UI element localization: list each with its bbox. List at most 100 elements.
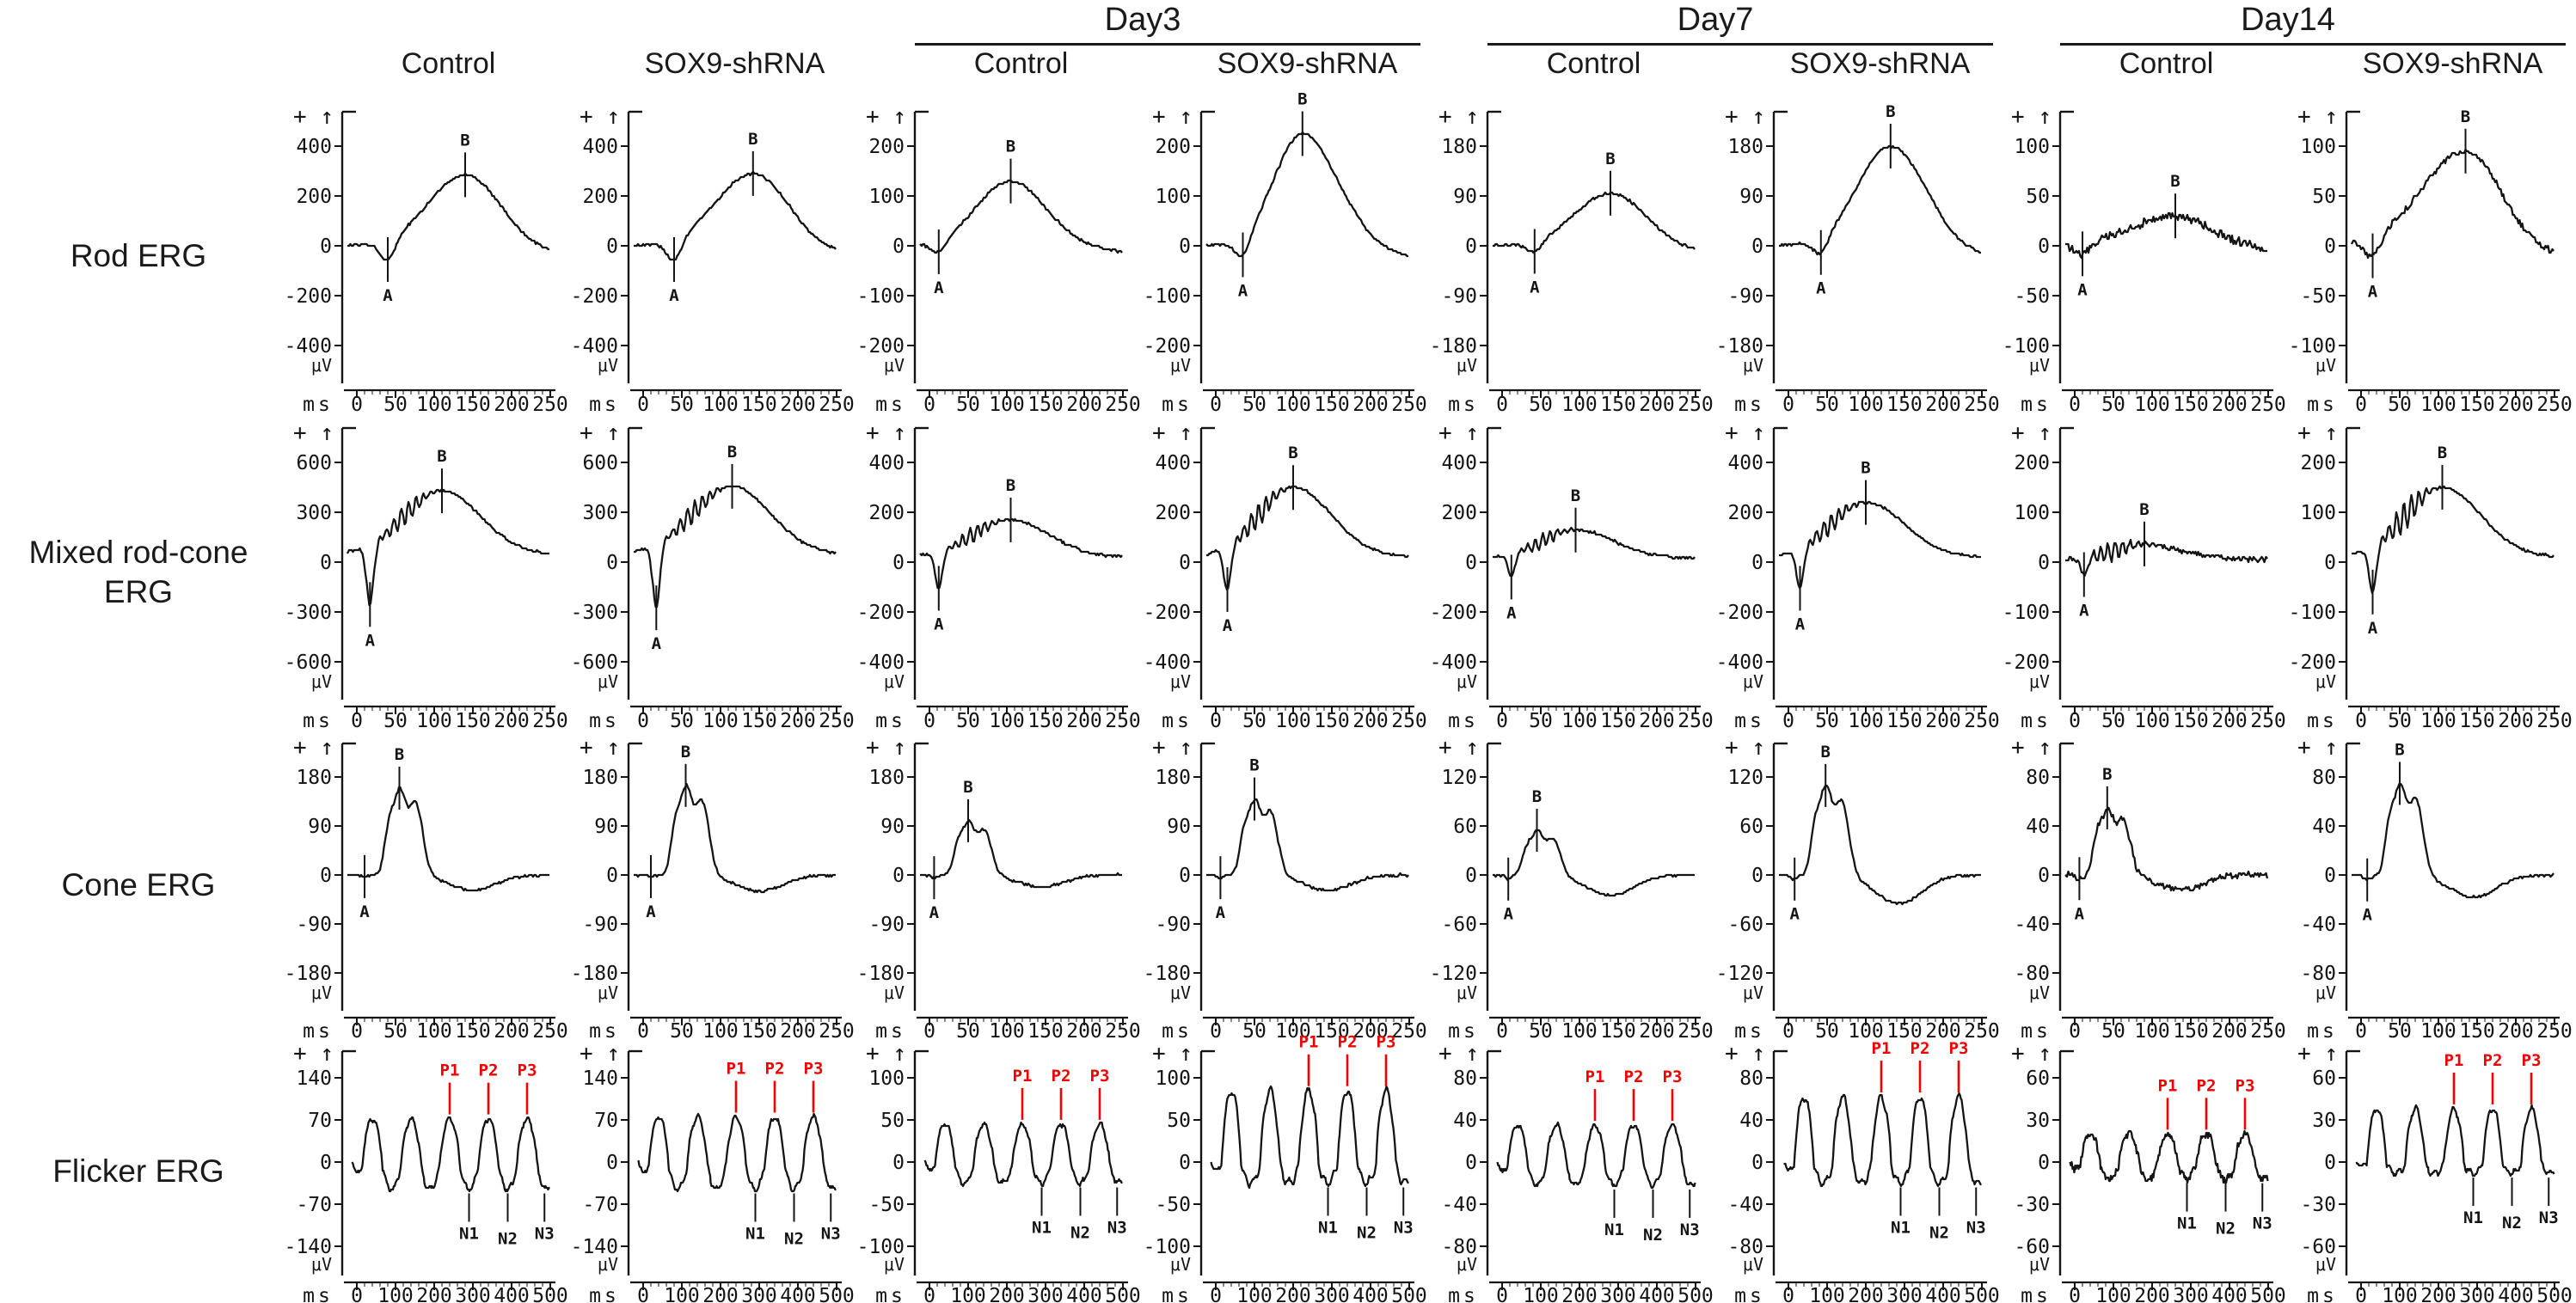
x-tick-label: 250 (1964, 710, 2000, 732)
x-unit-label: ms (1448, 710, 1479, 732)
y-tick-label: 0 (320, 865, 332, 887)
x-unit-label: ms (2021, 1020, 2052, 1043)
day-group-underline-day7 (1487, 43, 1993, 46)
y-tick-label: -200 (1430, 602, 1477, 624)
day-group-label-day7: Day7 (1677, 2, 1754, 38)
y-tick-label: -30 (2014, 1194, 2050, 1216)
x-unit-label: ms (2307, 1020, 2338, 1043)
erg-trace (919, 517, 1123, 590)
b-wave-label: B (1288, 444, 1297, 462)
b-wave-label: B (727, 443, 737, 462)
y-tick-label: 180 (1727, 136, 1763, 158)
x-tick-label: 0 (1782, 710, 1794, 732)
y-tick-label: 50 (2312, 186, 2336, 208)
y-unit-label: μV (2029, 671, 2050, 692)
p1-label: P1 (440, 1061, 460, 1080)
x-tick-label: 200 (780, 1020, 816, 1043)
b-wave-label: B (437, 447, 446, 466)
erg-trace (1493, 191, 1696, 254)
x-tick-label: 250 (2250, 710, 2286, 732)
b-wave-label: B (2395, 740, 2404, 759)
x-tick-label: 0 (351, 394, 363, 416)
a-wave-label: A (934, 615, 944, 633)
x-tick-label: 200 (416, 1285, 452, 1303)
b-wave-label: B (681, 743, 690, 762)
x-tick-label: 250 (532, 1020, 568, 1043)
b-wave-label: B (2461, 107, 2470, 126)
p3-label: P3 (1949, 1039, 1969, 1058)
y-tick-label: -400 (1716, 652, 1763, 674)
y-tick-label: -400 (571, 335, 618, 358)
b-wave-label: B (1886, 102, 1895, 121)
b-wave-label: B (2170, 172, 2180, 191)
n3-label: N3 (535, 1225, 555, 1244)
n2-label: N2 (1070, 1224, 1090, 1243)
y-tick-label: -60 (1441, 914, 1477, 936)
y-tick-label: 120 (1441, 767, 1477, 789)
erg-trace (919, 179, 1123, 254)
erg-trace (2352, 485, 2555, 595)
y-tick-label: 200 (1727, 502, 1763, 524)
b-wave-label: B (1861, 459, 1870, 478)
polarity-symbol: + ↑ (580, 1041, 620, 1067)
x-tick-label: 100 (416, 1020, 452, 1043)
x-tick-label: 100 (1809, 1285, 1845, 1303)
x-tick-label: 50 (2388, 710, 2412, 732)
y-tick-label: -200 (2289, 652, 2336, 674)
y-tick-label: -100 (857, 285, 905, 308)
x-unit-label: ms (303, 1020, 334, 1043)
y-tick-label: -100 (2289, 335, 2336, 358)
x-tick-label: 0 (923, 710, 935, 732)
y-tick-label: 0 (892, 865, 905, 887)
a-wave-label: A (669, 286, 679, 305)
polarity-symbol: + ↑ (1438, 104, 1479, 130)
y-unit-label: μV (1743, 1254, 1763, 1275)
x-tick-label: 150 (2173, 394, 2209, 416)
y-tick-label: -100 (1144, 1236, 1191, 1258)
y-tick-label: -180 (285, 963, 332, 985)
p2-label: P2 (1338, 1033, 1358, 1052)
x-tick-label: 250 (1677, 394, 1714, 416)
p2-label: P2 (1911, 1039, 1930, 1058)
x-tick-label: 150 (1027, 1020, 1064, 1043)
y-tick-label: 100 (2300, 502, 2336, 524)
x-unit-label: ms (589, 1020, 620, 1043)
x-tick-label: 0 (351, 1020, 363, 1043)
x-tick-label: 200 (1066, 710, 1102, 732)
x-tick-label: 300 (1314, 1285, 1350, 1303)
y-tick-label: 200 (2300, 452, 2336, 474)
y-tick-label: 100 (1155, 1067, 1191, 1090)
x-tick-label: 400 (1066, 1285, 1102, 1303)
x-tick-label: 50 (1529, 1020, 1553, 1043)
x-tick-label: 50 (956, 394, 980, 416)
x-tick-label: 500 (1391, 1285, 1427, 1303)
a-wave-label: A (934, 278, 944, 297)
y-unit-label: μV (1457, 1254, 1477, 1275)
x-tick-label: 150 (2459, 710, 2495, 732)
x-tick-label: 100 (2095, 1285, 2131, 1303)
y-tick-label: -120 (1716, 963, 1763, 985)
x-tick-label: 300 (455, 1285, 491, 1303)
y-tick-label: 140 (582, 1067, 618, 1090)
a-wave-label: A (1216, 903, 1226, 922)
y-unit-label: μV (884, 982, 905, 1003)
x-unit-label: ms (2307, 710, 2338, 732)
x-tick-label: 300 (2459, 1285, 2495, 1303)
y-tick-label: -40 (1441, 1194, 1477, 1216)
x-unit-label: ms (1448, 394, 1479, 416)
y-tick-label: 0 (320, 1152, 332, 1174)
x-tick-label: 0 (1496, 710, 1508, 732)
x-unit-label: ms (1734, 394, 1765, 416)
polarity-symbol: + ↑ (580, 104, 620, 130)
p2-label: P2 (479, 1061, 499, 1080)
y-tick-label: 200 (868, 136, 905, 158)
x-tick-label: 300 (741, 1285, 777, 1303)
polarity-symbol: + ↑ (866, 1041, 906, 1067)
